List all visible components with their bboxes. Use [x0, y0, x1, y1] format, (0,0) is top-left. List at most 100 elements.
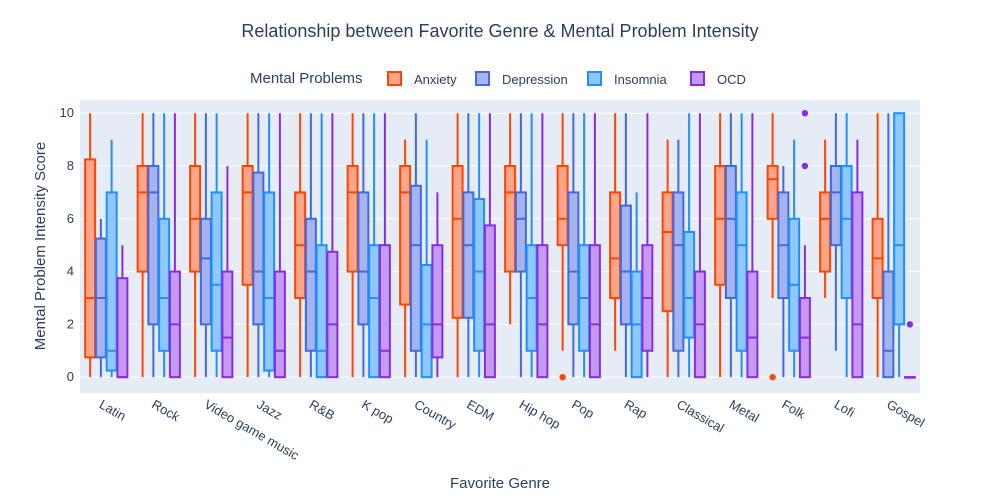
y-tick-label: 4: [67, 264, 74, 279]
box-ocd: [273, 113, 286, 379]
x-tick-label: R&B: [307, 397, 338, 423]
box-iqr: [840, 164, 853, 299]
chart-title: Relationship between Favorite Genre & Me…: [241, 21, 758, 41]
legend: Mental Problems Anxiety Depression Insomni…: [250, 70, 746, 87]
box-iqr: [556, 164, 569, 247]
box-iqr: [536, 244, 549, 379]
category-group: [871, 112, 916, 379]
box-iqr: [252, 171, 265, 326]
category-group: [714, 113, 759, 379]
box-iqr: [221, 270, 234, 379]
category-group: [346, 113, 391, 379]
box-iqr: [84, 158, 97, 359]
category-group: [189, 113, 234, 379]
box-iqr: [483, 224, 496, 379]
category-group: [766, 109, 811, 381]
legend-label: Anxiety: [414, 72, 457, 87]
x-tick-label: Country: [412, 397, 459, 433]
legend-item-depression: Depression: [475, 71, 568, 87]
x-tick-label: Video game music: [202, 397, 302, 464]
box-ocd: [903, 321, 916, 379]
category-group: [136, 113, 181, 379]
box-depression: [619, 113, 632, 378]
box-ocd: [221, 165, 234, 379]
box-iqr: [504, 164, 517, 273]
box-ocd: [851, 139, 864, 379]
box-iqr: [473, 197, 486, 352]
box-iqr: [105, 191, 118, 372]
legend-item-ocd: OCD: [690, 71, 746, 87]
box-ocd: [798, 109, 811, 379]
legend-label: Depression: [502, 72, 568, 87]
legend-swatch: [387, 71, 402, 86]
category-group: [819, 113, 864, 379]
y-tick-label: 0: [67, 369, 74, 384]
x-tick-label: Rap: [622, 397, 650, 422]
box-iqr: [829, 164, 842, 247]
box-ocd: [693, 113, 706, 379]
box-iqr: [819, 191, 832, 273]
legend-swatch: [690, 71, 705, 86]
box-iqr: [683, 230, 696, 339]
box-iqr: [567, 191, 580, 326]
box-anxiety: [189, 113, 202, 378]
x-tick-label: K pop: [359, 397, 396, 427]
box-iqr: [462, 191, 475, 319]
x-tick-label: Hip hop: [517, 397, 563, 432]
box-iqr: [431, 244, 444, 359]
box-depression: [94, 218, 107, 378]
box-iqr: [661, 191, 674, 313]
x-tick-label: Latin: [97, 397, 129, 424]
legend-item-insomnia: Insomnia: [587, 71, 668, 87]
box-iqr: [514, 191, 527, 273]
category-group: [504, 113, 549, 379]
box-iqr: [766, 164, 779, 220]
x-tick-label: Metal: [727, 397, 762, 426]
box-ocd: [746, 113, 759, 379]
legend-swatch: [475, 71, 490, 86]
box-insomnia: [788, 139, 801, 378]
box-anxiety: [766, 113, 779, 381]
box-ocd: [483, 113, 496, 379]
x-tick-label: Folk: [779, 397, 808, 423]
category-group: [294, 113, 339, 379]
x-tick-label: Gospel: [884, 397, 927, 431]
x-tick-label: Lofi: [832, 397, 858, 421]
y-tick-label: 2: [67, 316, 74, 331]
box-iqr: [451, 164, 464, 319]
x-axis-title: Favorite Genre: [450, 475, 550, 492]
x-tick-label: EDM: [464, 397, 497, 424]
box-iqr: [714, 164, 727, 286]
box-iqr: [147, 164, 160, 326]
box-iqr: [420, 263, 433, 379]
box-iqr: [851, 191, 864, 379]
y-tick-label: 8: [67, 158, 74, 173]
box-ocd: [116, 245, 129, 379]
box-iqr: [210, 191, 223, 352]
box-iqr: [882, 270, 895, 379]
x-tick-label: Pop: [569, 397, 597, 422]
y-axis-title: Mental Problem Intensity Score: [32, 142, 49, 350]
box-depression: [147, 113, 160, 378]
category-group: [451, 113, 496, 379]
y-tick-label: 10: [60, 105, 74, 120]
y-axis-ticks: 0 2 4 6 8 10: [60, 105, 74, 384]
box-ocd: [378, 113, 391, 379]
box-iqr: [263, 191, 276, 372]
box-ocd: [431, 192, 444, 378]
box-insomnia: [893, 112, 906, 378]
category-group: [241, 113, 286, 379]
y-tick-label: 6: [67, 211, 74, 226]
box-iqr: [136, 164, 149, 273]
box-groups: [84, 109, 916, 381]
legend-item-anxiety: Anxiety: [387, 71, 457, 87]
legend-swatch: [587, 71, 602, 86]
box-iqr: [346, 164, 359, 273]
category-group: [556, 113, 601, 381]
legend-label: OCD: [717, 72, 746, 87]
box-iqr: [326, 250, 339, 379]
box-iqr: [724, 164, 737, 299]
category-group: [399, 113, 444, 379]
